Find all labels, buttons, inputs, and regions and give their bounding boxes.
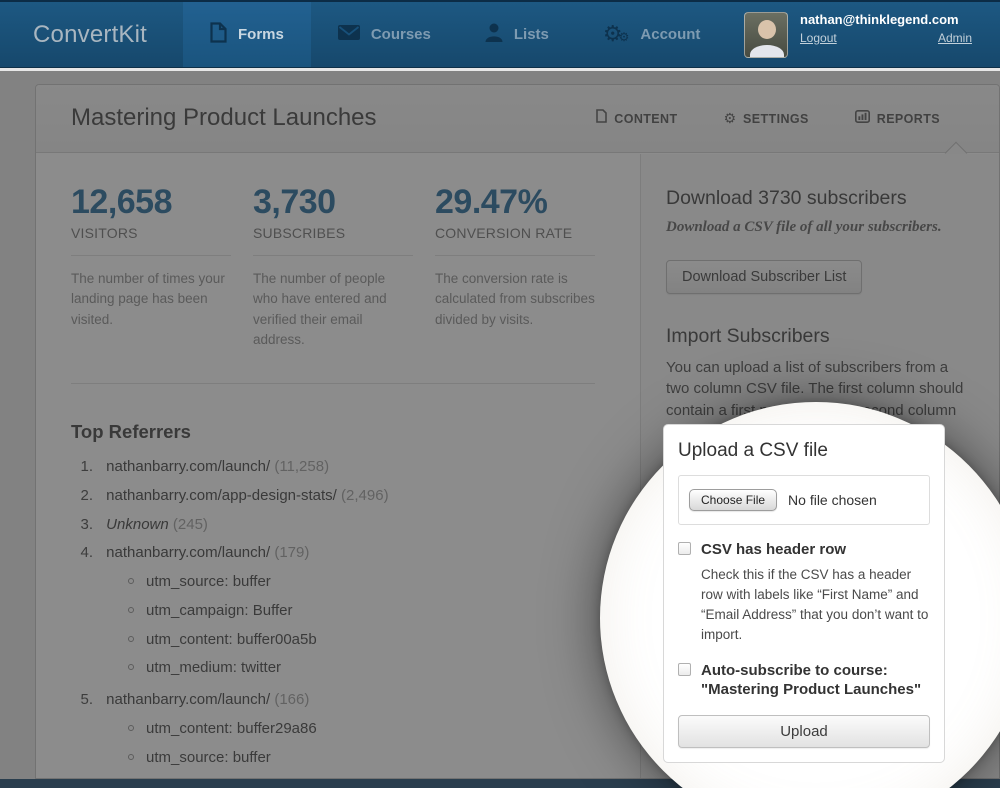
nav-label-forms: Forms xyxy=(238,26,284,43)
top-navbar: ConvertKit Forms Courses Lists xyxy=(0,0,1000,68)
user-avatar[interactable] xyxy=(744,12,788,58)
forms-page-icon xyxy=(210,21,227,48)
file-input-box: Choose File No file chosen xyxy=(678,475,930,525)
nav-label-lists: Lists xyxy=(513,26,549,43)
upload-panel-heading: Upload a CSV file xyxy=(678,440,828,461)
person-icon xyxy=(485,23,503,47)
csv-header-row-option: CSV has header row Check this if the CSV… xyxy=(678,540,930,646)
nav-item-account[interactable]: ⚙⚙ Account xyxy=(576,2,728,67)
user-block: nathan@thinklegend.com Logout Admin xyxy=(744,12,972,58)
nav-item-lists[interactable]: Lists xyxy=(458,2,576,67)
auto-subscribe-option: Auto-subscribe to course: "Mastering Pro… xyxy=(678,661,930,700)
envelope-icon xyxy=(337,24,360,45)
nav-label-courses: Courses xyxy=(370,26,431,43)
logout-link[interactable]: Logout xyxy=(800,31,837,45)
upload-button[interactable]: Upload xyxy=(678,714,930,748)
nav-label-account: Account xyxy=(640,26,701,43)
csv-header-checkbox-label[interactable]: CSV has header row xyxy=(701,541,847,558)
auto-subscribe-label-line1[interactable]: Auto-subscribe to course: xyxy=(701,661,888,679)
choose-file-button[interactable]: Choose File xyxy=(689,489,778,511)
main-nav: Forms Courses Lists ⚙⚙ Account xyxy=(183,2,727,67)
magnifier-spotlight-circle: Upload a CSV file Choose File No file ch… xyxy=(600,402,1000,788)
csv-header-checkbox[interactable] xyxy=(678,542,691,555)
user-email: nathan@thinklegend.com xyxy=(800,12,959,27)
csv-header-checkbox-desc: Check this if the CSV has a header row w… xyxy=(701,566,929,643)
file-chosen-status: No file chosen xyxy=(788,492,877,508)
nav-item-courses[interactable]: Courses xyxy=(311,2,458,67)
auto-subscribe-checkbox[interactable] xyxy=(678,662,691,676)
gears-icon: ⚙⚙ xyxy=(602,21,630,47)
auto-subscribe-label-line2: "Mastering Product Launches" xyxy=(701,681,922,698)
admin-link[interactable]: Admin xyxy=(937,31,972,45)
convertkit-logo[interactable]: ConvertKit xyxy=(33,21,148,48)
nav-item-forms[interactable]: Forms xyxy=(183,2,311,67)
upload-csv-panel: Upload a CSV file Choose File No file ch… xyxy=(663,424,945,763)
